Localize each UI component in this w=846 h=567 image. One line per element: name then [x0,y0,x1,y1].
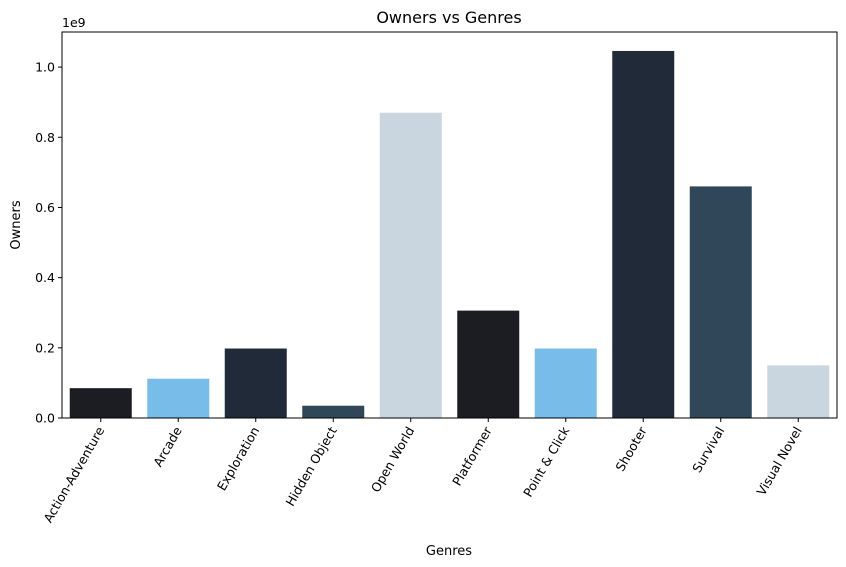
bar-exploration [224,348,287,418]
bars-group [69,50,830,418]
y-tick-label: 0.8 [35,130,55,145]
x-tick-label: Open World [368,424,418,495]
bar-visual-novel [767,365,830,418]
x-tick-label: Action-Adventure [40,424,107,525]
x-tick-label: Platformer [449,423,495,488]
x-tick-label: Hidden Object [282,424,340,509]
bar-action-adventure [69,388,132,418]
x-tick-label: Survival [689,424,727,475]
x-tick-label: Point & Click [520,423,573,499]
x-tick-label: Arcade [150,424,185,470]
x-axis-ticks: Action-Adventure Arcade Exploration Hidden … [40,418,805,525]
x-tick-label: Shooter [612,423,650,474]
bar-open-world [379,112,442,418]
y-axis-ticks: 0.0 0.2 0.4 0.6 0.8 1.0 [35,60,62,426]
bar-arcade [147,378,210,418]
x-tick-label: Visual Novel [753,424,804,498]
bar-hidden-object [302,405,365,418]
bar-platformer [457,310,520,418]
y-tick-label: 0.4 [35,270,55,285]
chart-title: Owners vs Genres [376,8,521,27]
y-tick-label: 0.0 [35,411,55,426]
plot-frame [61,31,838,419]
bar-point-click [534,348,597,418]
y-tick-label: 1.0 [35,60,55,75]
y-axis-label: Owners [9,200,24,249]
y-offset-text: 1e9 [62,15,86,30]
y-tick-label: 0.6 [35,200,55,215]
x-tick-label: Exploration [214,424,263,493]
x-axis-label: Genres [426,544,472,559]
bar-shooter [612,50,675,418]
bar-survival [689,186,752,418]
y-tick-label: 0.2 [35,340,55,355]
